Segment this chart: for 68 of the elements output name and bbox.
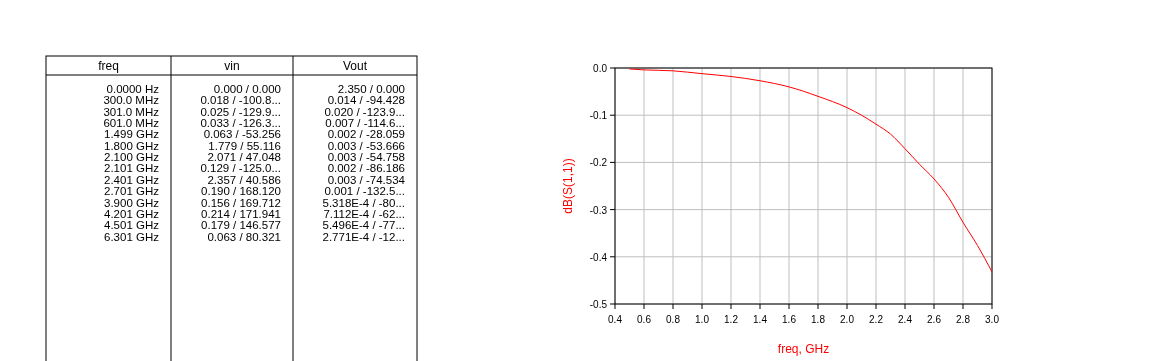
category-label: freq [98, 59, 119, 73]
line-series [629, 68, 993, 273]
text: 0.0000 Hz [106, 83, 160, 95]
category-label: Vout [342, 59, 368, 73]
y-axis-title: dB(S(1,1)) [561, 158, 575, 214]
text: 1.499 GHz [104, 128, 160, 141]
text: 0.003 / -74.534 [327, 173, 406, 186]
x-tick-label: 0.4 [608, 314, 623, 325]
text: 0.003 / -53.666 [327, 139, 405, 152]
x-tick-label: 2.2 [869, 314, 884, 325]
text: 2.357 / 40.586 [207, 173, 281, 186]
text: 5.318E-4 / -80... [322, 196, 405, 209]
text: 0.020 / -123.9... [324, 105, 405, 118]
x-tick-label: 2.0 [840, 314, 855, 325]
text: 2.071 / 47.048 [207, 151, 281, 164]
y-tick-label: -0.4 [589, 251, 608, 263]
y-tick-label: -0.2 [589, 157, 608, 169]
x-tick-label: 1.8 [811, 314, 826, 325]
text: 2.101 GHz [104, 162, 160, 175]
text: 0.018 / -100.8... [200, 94, 281, 107]
y-tick-label: -0.3 [589, 204, 608, 216]
text: 0.129 / -125.0... [200, 162, 281, 175]
text: 300.0 MHz [103, 94, 160, 107]
text: 0.156 / 169.712 [201, 196, 281, 209]
text: 0.179 / 146.577 [201, 219, 281, 232]
x-tick-label: 3.0 [985, 314, 1000, 325]
text: 1.779 / 55.116 [208, 139, 281, 152]
text: 3.900 GHz [104, 196, 160, 209]
text: 0.190 / 168.120 [201, 185, 281, 198]
text: 7.112E-4 / -62... [323, 207, 405, 220]
x-tick-label: 1.4 [753, 314, 768, 325]
text: 4.201 GHz [104, 207, 160, 220]
text: 0.001 / -132.5... [324, 185, 405, 198]
text: 0.033 / -126.3... [200, 117, 281, 130]
y-tick-label: 0.0 [593, 63, 608, 74]
text: 0.063 / 80.321 [207, 230, 281, 243]
x-tick-label: 2.6 [927, 314, 942, 325]
x-tick-label: 2.8 [956, 314, 971, 325]
text: 2.401 GHz [104, 173, 160, 186]
text: 2.100 GHz [104, 151, 160, 164]
text: 0.002 / -86.186 [327, 162, 405, 175]
text: 0.002 / -28.059 [327, 128, 405, 141]
text: 0.003 / -54.758 [327, 151, 405, 164]
text: 0.063 / -53.256 [203, 128, 281, 141]
text: 5.496E-4 / -77... [322, 219, 405, 232]
text: 0.000 / 0.000 [213, 83, 281, 95]
x-tick-label: 1.2 [724, 314, 739, 325]
x-tick-label: 0.8 [666, 314, 681, 325]
x-tick-label: 0.6 [637, 314, 652, 325]
y-tick-label: -0.5 [589, 299, 608, 310]
category-label: vin [224, 59, 240, 73]
text: 0.214 / 171.941 [201, 207, 281, 220]
text: 6.301 GHz [104, 230, 160, 243]
text: 0.025 / -129.9... [200, 105, 281, 118]
text: 2.771E-4 / -12... [322, 230, 405, 243]
text: 4.501 GHz [104, 219, 160, 232]
x-tick-label: 1.6 [782, 314, 797, 325]
text: 1.800 GHz [104, 139, 160, 152]
x-tick-label: 1.0 [695, 314, 710, 325]
x-axis-title: freq, GHz [777, 342, 830, 356]
text: 2.701 GHz [104, 185, 160, 198]
text: 601.0 MHz [103, 117, 160, 130]
y-tick-label: -0.1 [589, 110, 608, 122]
text: 0.007 / -114.6... [325, 117, 405, 130]
text: 301.0 MHz [103, 105, 160, 118]
text: 2.350 / 0.000 [337, 83, 405, 95]
text: 0.014 / -94.428 [327, 94, 405, 107]
x-tick-label: 2.4 [898, 314, 913, 325]
